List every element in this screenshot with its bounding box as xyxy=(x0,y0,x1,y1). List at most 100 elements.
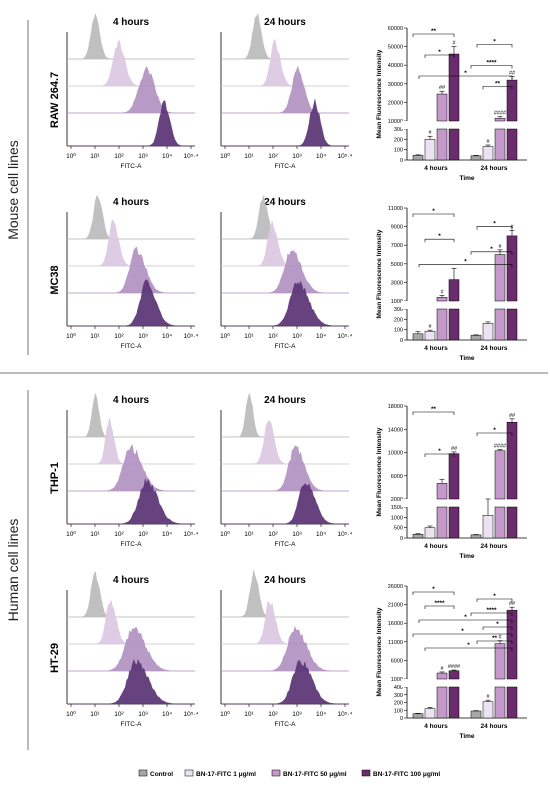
bar-lower-segment xyxy=(448,308,460,341)
bar-x-axis-label: Time xyxy=(459,733,474,740)
bar-y-tick-label: 11000 xyxy=(388,640,403,646)
flow-x-tick-label: 10¹ xyxy=(90,333,100,340)
flow-histogram xyxy=(67,66,195,114)
figure-row: HT-29 4 hours 10⁰ 10¹ 10² 10³ 10⁴ 10⁵·⁴ FITC-A 24… xyxy=(49,570,529,740)
bar-y-axis-label: Mean Fluorescence Intensity xyxy=(376,229,383,318)
significance-bracket xyxy=(482,626,513,630)
bar xyxy=(436,672,448,680)
flow-x-tick-label: 10⁴ xyxy=(162,711,172,718)
significance-bracket xyxy=(424,238,455,243)
bar-y-tick-label: 100 xyxy=(394,328,403,334)
bar xyxy=(424,527,436,539)
flow-x-tick-label: 10² xyxy=(114,153,124,160)
bar xyxy=(436,483,448,500)
bar-significance-label: # xyxy=(428,130,432,136)
flow-x-tick-label: 10⁰ xyxy=(220,530,230,538)
flow-x-axis-label: FITC-A xyxy=(275,721,297,728)
bar-y-tick-label: 10000 xyxy=(388,119,403,125)
legend-label: BN-17-FITC 100 μg/ml xyxy=(373,771,440,778)
legend-label: Control xyxy=(150,771,173,778)
bar-significance-label: # xyxy=(486,694,490,700)
bar-lower-segment xyxy=(494,128,506,161)
flow-panel-title: 24 hours xyxy=(264,197,306,208)
flow-histogram xyxy=(221,600,349,645)
bar-y-tick-label: 1000 xyxy=(391,299,403,305)
axis-break-gap xyxy=(401,679,529,687)
bar-x-axis-label: Time xyxy=(459,355,474,362)
significance-bracket xyxy=(424,647,513,651)
bar-y-tick-label: 16000 xyxy=(388,621,403,627)
bar-significance-label: ## xyxy=(509,601,516,607)
bar-x-tick-label: 24 hours xyxy=(480,345,507,352)
bar-y-tick-label: 200 xyxy=(394,137,403,143)
flow-histogram xyxy=(67,627,195,672)
flow-histogram xyxy=(67,100,195,147)
bar-y-tick-label: 5000 xyxy=(391,262,403,268)
flow-x-tick-label: 10² xyxy=(268,153,278,160)
bar-y-tick-label: 9000 xyxy=(391,225,403,231)
flow-histogram xyxy=(221,420,349,465)
bar-x-tick-label: 4 hours xyxy=(424,543,448,550)
bar-significance-label: #### xyxy=(494,111,507,117)
group-label-mouse: Mouse cell lines xyxy=(5,140,21,240)
significance-bracket xyxy=(412,633,513,637)
bar-y-tick-label: 14000 xyxy=(388,427,403,433)
bar-y-tick-label: 50000 xyxy=(388,45,403,51)
flow-x-axis-label: FITC-A xyxy=(121,541,143,548)
flow-histogram xyxy=(221,99,349,147)
significance-bracket xyxy=(412,33,455,37)
bar xyxy=(494,117,506,122)
legend-swatch xyxy=(361,769,371,777)
bar xyxy=(448,453,460,500)
bar-x-tick-label: 24 hours xyxy=(480,723,507,730)
bar-lower-segment xyxy=(436,128,448,161)
bar-x-tick-label: 4 hours xyxy=(424,165,448,172)
bar-x-tick-label: 4 hours xyxy=(424,345,448,352)
flow-x-tick-label: 10⁰ xyxy=(66,332,76,340)
flow-x-tick-label: 10⁰ xyxy=(220,332,230,340)
bar-y-tick-label: 18000 xyxy=(388,404,403,410)
flow-x-tick-label: 10³ xyxy=(138,531,148,538)
legend-swatch xyxy=(138,769,148,777)
flow-histogram xyxy=(221,250,349,294)
significance-bracket xyxy=(418,619,513,623)
significance-label: ** xyxy=(431,28,437,35)
flow-x-axis-label: FITC-A xyxy=(121,343,143,350)
bar-x-tick-label: 24 hours xyxy=(480,543,507,550)
flow-x-tick-label: 10² xyxy=(114,333,124,340)
bar-y-tick-label: 0 xyxy=(400,536,403,542)
bar-significance-label: # xyxy=(440,289,444,295)
bar xyxy=(494,643,506,680)
flow-x-tick-label: 10² xyxy=(268,711,278,718)
bar xyxy=(424,330,436,341)
bar xyxy=(448,53,460,122)
bar-y-tick-label: 21000 xyxy=(388,603,403,609)
bar-lower-segment xyxy=(494,506,506,539)
flow-x-tick-label: 10⁵·⁴ xyxy=(184,153,199,160)
bar xyxy=(482,515,494,539)
bar-y-tick-label: 300 xyxy=(394,127,403,133)
bar-significance-label: # xyxy=(498,244,502,250)
bar-lower-segment xyxy=(448,506,460,539)
flow-histogram xyxy=(67,392,195,438)
bar xyxy=(482,701,494,719)
flow-x-tick-label: 10⁰ xyxy=(220,710,230,718)
bar-y-tick-label: 1000 xyxy=(391,677,403,683)
significance-label: **** xyxy=(486,607,497,614)
flow-histogram xyxy=(67,194,195,240)
flow-histogram xyxy=(67,279,195,327)
bar xyxy=(506,235,518,302)
bar xyxy=(482,146,494,161)
bar-y-tick-label: 26000 xyxy=(388,584,403,590)
bar-y-axis-label: Mean Fluorescence Intensity xyxy=(376,49,383,138)
flow-x-tick-label: 10³ xyxy=(138,153,148,160)
cell-line-label: RAW 264.7 xyxy=(49,72,61,128)
bar-lower-segment xyxy=(506,308,518,341)
bar-y-tick-label: 11000 xyxy=(388,206,403,212)
flow-x-tick-label: 10² xyxy=(268,333,278,340)
flow-panel-title: 4 hours xyxy=(113,395,150,406)
significance-label: * xyxy=(438,233,441,240)
figure-row: THP-1 4 hours 10⁰ 10¹ 10² 10³ 10⁴ 10⁵·⁴ FITC-A 24… xyxy=(49,392,529,560)
flow-x-axis-label: FITC-A xyxy=(121,163,143,170)
bar-y-tick-label: 0 xyxy=(400,338,403,344)
